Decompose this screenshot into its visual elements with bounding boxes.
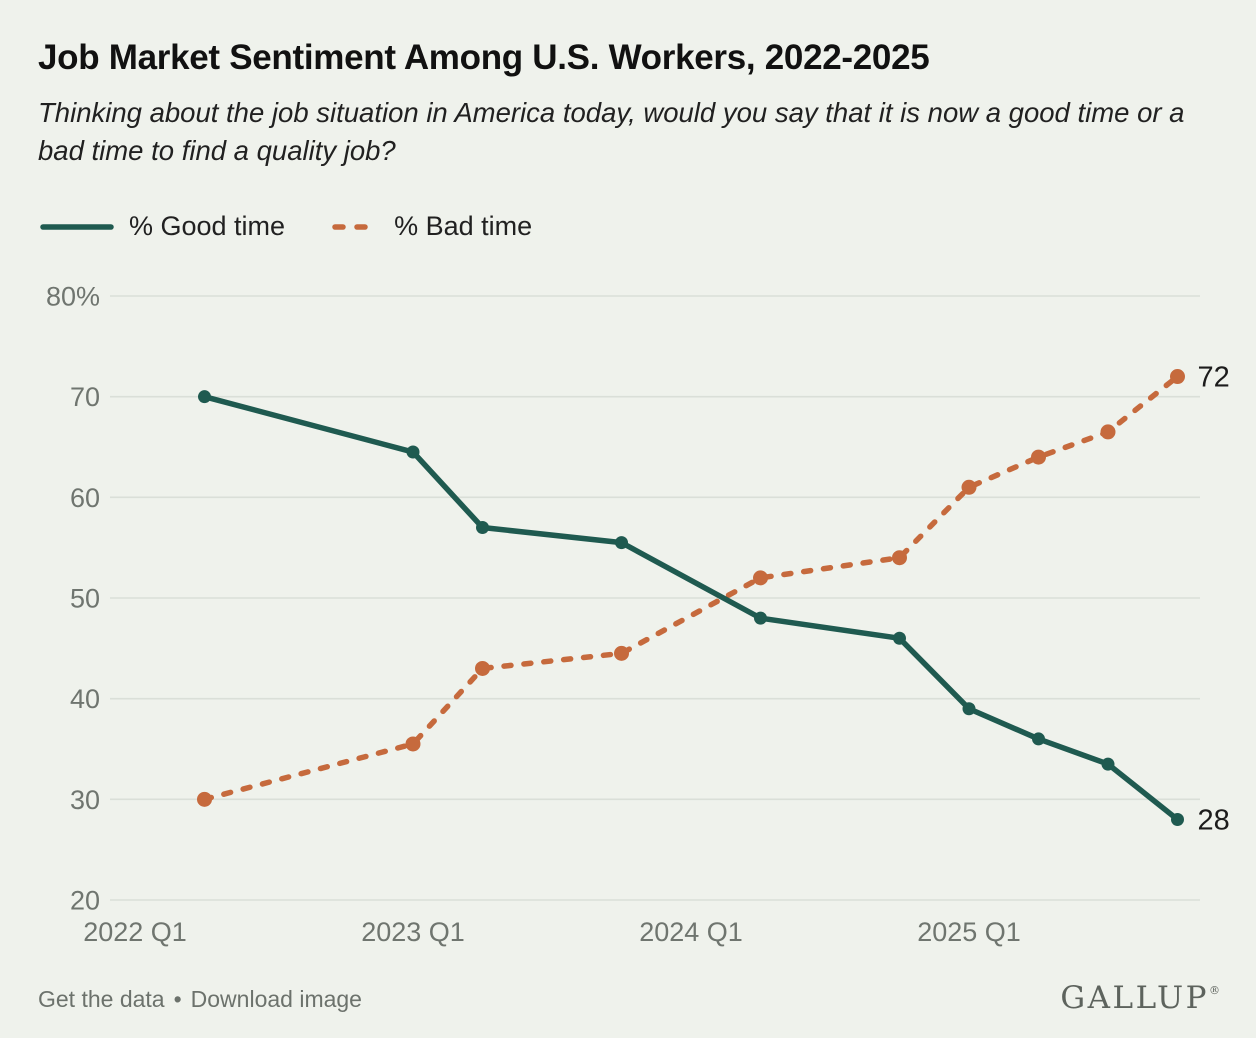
x-tick-label: 2023 Q1 [361,917,465,947]
y-tick-label: 50 [70,584,100,614]
y-tick-label: 80% [46,282,100,312]
data-point [614,645,629,661]
data-point [1171,812,1184,826]
x-tick-label: 2022 Q1 [83,917,187,947]
y-tick-label: 30 [70,785,100,815]
footer-separator: • [173,986,182,1012]
data-point [1170,369,1185,385]
data-point [405,736,421,752]
x-tick-label: 2025 Q1 [917,917,1021,947]
data-point [1031,449,1046,465]
series-line-solid [203,394,1180,822]
get-the-data-link[interactable]: Get the data [38,986,165,1012]
data-point [197,791,212,807]
legend-label-good-time: % Good time [129,211,286,241]
data-point [962,702,976,716]
dashed-line-swatch-icon [332,223,380,230]
footer-actions: Get the data • Download image [38,986,362,1013]
data-point [406,445,420,459]
solid-line-swatch-icon [40,223,114,230]
legend-item-good-time[interactable]: % Good time [40,211,285,242]
registered-mark: ® [1209,984,1220,997]
data-point [1100,424,1116,440]
y-tick-label: 60 [70,483,100,513]
data-point [754,611,767,625]
gallup-logo: GALLUP® [1060,980,1220,1016]
data-point [1101,757,1115,771]
chart-subtitle-question: Thinking about the job situation in Amer… [38,97,1185,166]
data-point [1032,732,1045,746]
data-point [198,390,211,404]
series-end-label: 72 [1198,362,1230,394]
series-line-dashed [201,373,1181,803]
data-point [961,479,977,495]
y-tick-label: 40 [70,684,100,714]
page-title: Job Market Sentiment Among U.S. Workers,… [38,38,930,77]
gallup-wordmark: GALLUP [1060,980,1209,1016]
y-tick-label: 20 [70,886,100,916]
data-point [892,550,907,566]
legend-item-bad-time[interactable]: % Bad time [331,211,532,242]
download-image-link[interactable]: Download image [190,986,362,1012]
data-point [893,631,906,645]
chart-legend: % Good time % Bad time [40,211,532,242]
y-tick-label: 70 [70,382,100,412]
data-point [753,570,768,586]
x-tick-label: 2024 Q1 [639,917,743,947]
data-point [615,536,628,550]
data-point [475,660,490,676]
series-end-label: 28 [1198,804,1230,836]
data-point [476,521,489,535]
legend-label-bad-time: % Bad time [394,211,533,241]
